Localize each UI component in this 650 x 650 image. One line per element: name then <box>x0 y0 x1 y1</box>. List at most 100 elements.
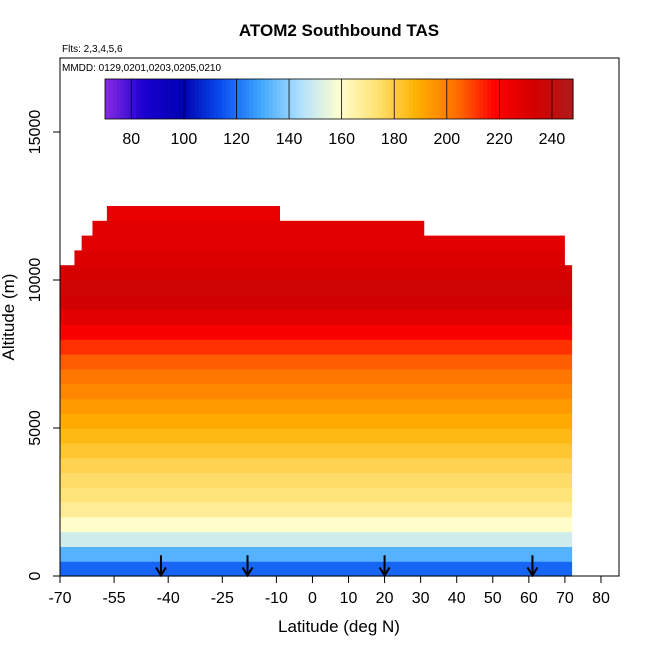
heatmap-row <box>60 442 573 459</box>
colorbar-swatch <box>541 79 547 119</box>
x-tick-label: -25 <box>211 590 234 607</box>
x-tick-label: 40 <box>448 590 466 607</box>
colorbar-tick-label: 240 <box>539 131 566 148</box>
heatmap-row <box>60 413 573 429</box>
x-axis: -70 -55 -40 -25 -10 0 10 20 30 40 50 60 … <box>48 576 610 607</box>
y-axis-label: Altitude (m) <box>0 274 18 361</box>
colorbar-swatch <box>155 79 161 119</box>
colorbar-swatch <box>272 79 278 119</box>
colorbar-swatch <box>362 79 367 119</box>
heatmap-row <box>60 383 573 399</box>
colorbar-swatch <box>518 79 523 119</box>
colorbar-swatch <box>448 79 453 119</box>
colorbar-tick-label: 80 <box>122 131 140 148</box>
colorbar-swatch <box>557 79 562 119</box>
colorbar-swatch <box>526 79 531 119</box>
colorbar-swatch <box>358 79 363 119</box>
heatmap-row <box>60 398 573 414</box>
colorbar-swatch <box>315 79 321 119</box>
x-tick-label: 60 <box>520 590 538 607</box>
colorbar-swatch <box>389 79 395 119</box>
colorbar-swatch <box>370 79 375 119</box>
heatmap-row <box>74 250 565 266</box>
colorbar-swatch <box>366 79 371 119</box>
x-tick-label: -40 <box>157 590 180 607</box>
colorbar-swatch <box>202 79 207 119</box>
heatmap-row <box>60 265 573 281</box>
colorbar-swatch <box>440 79 445 119</box>
colorbar-swatch <box>413 79 418 119</box>
colorbar-swatch <box>233 79 239 119</box>
colorbar-swatch <box>284 79 289 119</box>
colorbar-swatch <box>179 79 184 119</box>
colorbar-swatch <box>401 79 406 119</box>
arrow-head <box>241 566 254 578</box>
colorbar-swatch <box>432 79 438 119</box>
colorbar-swatch <box>553 79 558 119</box>
x-tick-label: 0 <box>308 590 317 607</box>
x-tick-label: -55 <box>103 590 126 607</box>
colorbar-swatch <box>510 79 516 119</box>
flights-label: Flts: 2,3,4,5,6 <box>62 44 123 55</box>
colorbar-swatch <box>186 79 192 119</box>
colorbar-border <box>104 78 574 120</box>
colorbar-swatch <box>428 79 434 119</box>
y-tick-label: 10000 <box>27 258 44 303</box>
colorbar-swatch <box>163 79 168 119</box>
colorbar-swatch <box>171 79 176 119</box>
heatmap-row <box>60 487 573 503</box>
colorbar-swatch <box>190 79 196 119</box>
colorbar-swatch <box>112 79 118 119</box>
colorbar-swatch <box>108 79 114 119</box>
colorbar-swatch <box>335 79 340 119</box>
colorbar-swatch <box>132 79 137 119</box>
heatmap-row <box>60 502 573 518</box>
colorbar-swatch <box>436 79 441 119</box>
colorbar-swatch <box>175 79 180 119</box>
colorbar-swatch <box>128 79 133 119</box>
plot-frame <box>59 57 620 577</box>
colorbar-swatch <box>167 79 172 119</box>
colorbar-swatch <box>569 79 574 119</box>
colorbar-swatch <box>159 79 165 119</box>
y-axis: 0 5000 10000 15000 <box>27 110 60 580</box>
colorbar-swatch <box>417 79 422 119</box>
colorbar-swatch <box>534 79 539 119</box>
colorbar-swatch <box>105 79 110 119</box>
colorbar-swatch <box>346 79 352 119</box>
colorbar-swatch <box>280 79 285 119</box>
colorbar-tick-label: 120 <box>223 131 250 148</box>
colorbar-swatch <box>530 79 535 119</box>
colorbar-swatch <box>522 79 527 119</box>
colorbar-swatch <box>420 79 426 119</box>
x-tick-label: 20 <box>376 590 394 607</box>
dates-label: MMDD: 0129,0201,0203,0205,0210 <box>62 63 221 74</box>
x-tick-label: -10 <box>265 590 288 607</box>
colorbar-tick-label: 220 <box>486 131 513 148</box>
colorbar-swatch <box>124 79 129 119</box>
colorbar-swatch <box>479 79 484 119</box>
colorbar-swatch <box>198 79 204 119</box>
colorbar-swatch <box>303 79 309 119</box>
x-tick-label: 10 <box>340 590 358 607</box>
y-tick-label: 15000 <box>27 110 44 155</box>
colorbar-tick-label: 140 <box>276 131 303 148</box>
colorbar-swatch <box>561 79 566 119</box>
colorbar-swatch <box>424 79 430 119</box>
x-axis-label: Latitude (deg N) <box>278 617 400 636</box>
heatmap-row <box>60 354 573 370</box>
colorbar-swatch <box>140 79 145 119</box>
colorbar-swatch <box>288 79 293 119</box>
colorbar-swatch <box>194 79 200 119</box>
colorbar-tick-label: 200 <box>433 131 460 148</box>
colorbar-swatch <box>456 79 461 119</box>
colorbar-swatch <box>225 79 231 119</box>
y-tick-label: 5000 <box>27 410 44 446</box>
colorbar-swatch <box>183 79 188 119</box>
colorbar-swatch <box>144 79 149 119</box>
colorbar-swatch <box>300 79 305 119</box>
heatmap-row <box>60 294 573 311</box>
colorbar-swatch <box>475 79 480 119</box>
colorbar-swatch <box>245 79 250 119</box>
colorbar-swatch <box>409 79 414 119</box>
